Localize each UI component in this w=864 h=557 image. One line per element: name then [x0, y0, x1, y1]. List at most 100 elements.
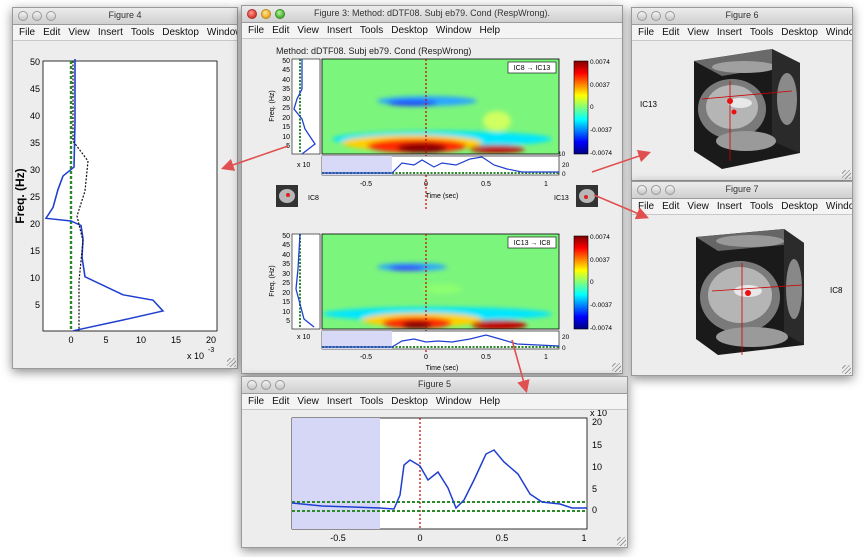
menu-tools[interactable]: Tools: [749, 201, 774, 212]
menu-insert[interactable]: Insert: [97, 27, 123, 38]
figure-3-window[interactable]: Figure 3: Method: dDTF08. Subj eb79. Con…: [241, 5, 623, 374]
menu-view[interactable]: View: [297, 396, 319, 407]
menu-edit[interactable]: Edit: [272, 396, 290, 407]
y-tick: 25: [30, 192, 40, 202]
menu-edit[interactable]: Edit: [43, 27, 61, 38]
menu-edit[interactable]: Edit: [662, 201, 680, 212]
svg-text:30: 30: [282, 271, 290, 278]
window-title: Figure 6: [725, 10, 759, 20]
menu-file[interactable]: File: [638, 27, 655, 38]
resize-grip[interactable]: [227, 358, 236, 367]
menu-view[interactable]: View: [297, 25, 319, 36]
minimize-button[interactable]: [261, 380, 271, 390]
svg-text:50: 50: [282, 233, 290, 240]
close-button[interactable]: [18, 11, 28, 21]
x-tick: 15: [171, 335, 181, 345]
menu-insert[interactable]: Insert: [326, 25, 352, 36]
svg-text:20: 20: [562, 162, 570, 169]
title-bar[interactable]: Figure 5: [242, 377, 627, 394]
menu-edit[interactable]: Edit: [662, 27, 680, 38]
minimize-button[interactable]: [32, 11, 42, 21]
minimize-button[interactable]: [261, 9, 271, 19]
menu-desktop[interactable]: Desktop: [391, 25, 428, 36]
menu-help[interactable]: Help: [479, 396, 501, 407]
source-label: IC13: [640, 100, 657, 109]
baseline-region: [292, 418, 380, 529]
window-title: Figure 3: Method: dDTF08. Subj eb79. Con…: [314, 8, 550, 18]
x-ticks-bottom: -0.5 0 0.5 1: [360, 354, 548, 361]
colorbar-bottom: [573, 235, 589, 330]
menu-desktop[interactable]: Desktop: [391, 396, 428, 407]
close-button[interactable]: [637, 11, 647, 21]
menu-window[interactable]: Window: [435, 25, 472, 36]
causality-plot: Method: dDTF08. Subj eb79. Cond (RespWro…: [269, 46, 612, 372]
title-bar[interactable]: Figure 7: [632, 182, 852, 199]
menu-help[interactable]: Help: [479, 25, 501, 36]
figure-7-window[interactable]: Figure 7 File Edit View Insert Tools Desktop W…: [631, 181, 853, 376]
title-bar[interactable]: Figure 6: [632, 8, 852, 25]
top-panel: IC8 → IC13 50 45 40 35 30 25 20 15 10 5: [269, 58, 612, 209]
figure-6-window[interactable]: Figure 6 File Edit View Insert Tools Desktop W…: [631, 7, 853, 181]
figure-4-window[interactable]: Figure 4 File Edit View Insert Tools Desktop W…: [12, 7, 238, 369]
menu-tools[interactable]: Tools: [749, 27, 774, 38]
plot-title: Method: dDTF08. Subj eb79. Cond (RespWro…: [276, 46, 471, 56]
zoom-button[interactable]: [665, 185, 675, 195]
y-scale-label: x 10: [590, 410, 607, 418]
menu-tools[interactable]: Tools: [359, 25, 384, 36]
resize-grip[interactable]: [842, 365, 851, 374]
menu-file[interactable]: File: [248, 25, 265, 36]
svg-text:0.5: 0.5: [481, 181, 491, 188]
y-tick: 15: [30, 246, 40, 256]
figure-canvas: -0.5 0 0.5 1 x 10 20 15 10 5 0: [242, 408, 627, 547]
y-ticks: 20 15 10 5 0: [592, 417, 602, 515]
menu-insert[interactable]: Insert: [716, 201, 742, 212]
x-scale-label: x 10: [187, 351, 204, 361]
plot-axes: [42, 60, 218, 332]
resize-grip[interactable]: [617, 537, 626, 546]
close-button[interactable]: [247, 9, 257, 19]
menu-window[interactable]: Window: [435, 396, 472, 407]
y-axis-label: Freq. (Hz): [13, 168, 27, 223]
menu-window[interactable]: Window: [825, 201, 852, 212]
resize-grip[interactable]: [842, 170, 851, 179]
title-bar[interactable]: Figure 3: Method: dDTF08. Subj eb79. Con…: [242, 6, 622, 23]
menu-insert[interactable]: Insert: [716, 27, 742, 38]
menu-edit[interactable]: Edit: [272, 25, 290, 36]
menu-view[interactable]: View: [687, 201, 709, 212]
minimize-button[interactable]: [651, 11, 661, 21]
x-ticks: 0 5 10 15 20: [68, 335, 216, 345]
svg-text:45: 45: [282, 242, 290, 249]
menu-window[interactable]: Window: [825, 27, 852, 38]
svg-text:-0.0037: -0.0037: [590, 302, 612, 309]
svg-text:0.5: 0.5: [481, 354, 491, 361]
menu-insert[interactable]: Insert: [326, 396, 352, 407]
menu-tools[interactable]: Tools: [359, 396, 384, 407]
zoom-button[interactable]: [275, 380, 285, 390]
minimize-button[interactable]: [651, 185, 661, 195]
x-tick: 0: [68, 335, 73, 345]
y-ticks: 50 45 40 35 30 25 20 15 10 5: [30, 57, 40, 310]
zoom-button[interactable]: [275, 9, 285, 19]
figure-5-window[interactable]: Figure 5 File Edit View Insert Tools Desktop W…: [241, 376, 628, 548]
svg-text:-0.5: -0.5: [330, 533, 346, 543]
zoom-button[interactable]: [46, 11, 56, 21]
menu-view[interactable]: View: [687, 27, 709, 38]
figure-canvas: IC8: [632, 215, 852, 375]
zoom-button[interactable]: [665, 11, 675, 21]
svg-text:0.5: 0.5: [496, 533, 509, 543]
menu-desktop[interactable]: Desktop: [781, 201, 818, 212]
menu-desktop[interactable]: Desktop: [781, 27, 818, 38]
title-bar[interactable]: Figure 4: [13, 8, 237, 25]
svg-text:-0.0037: -0.0037: [590, 127, 612, 134]
resize-grip[interactable]: [612, 363, 621, 372]
x-scale-exponent: -3: [208, 347, 214, 354]
menu-file[interactable]: File: [19, 27, 36, 38]
menu-file[interactable]: File: [248, 396, 265, 407]
menu-desktop[interactable]: Desktop: [162, 27, 199, 38]
spectrum-strip-top: [291, 58, 321, 155]
menu-tools[interactable]: Tools: [130, 27, 155, 38]
menu-window[interactable]: Window: [206, 27, 237, 38]
menu-file[interactable]: File: [638, 201, 655, 212]
menu-view[interactable]: View: [68, 27, 90, 38]
close-button[interactable]: [247, 380, 257, 390]
